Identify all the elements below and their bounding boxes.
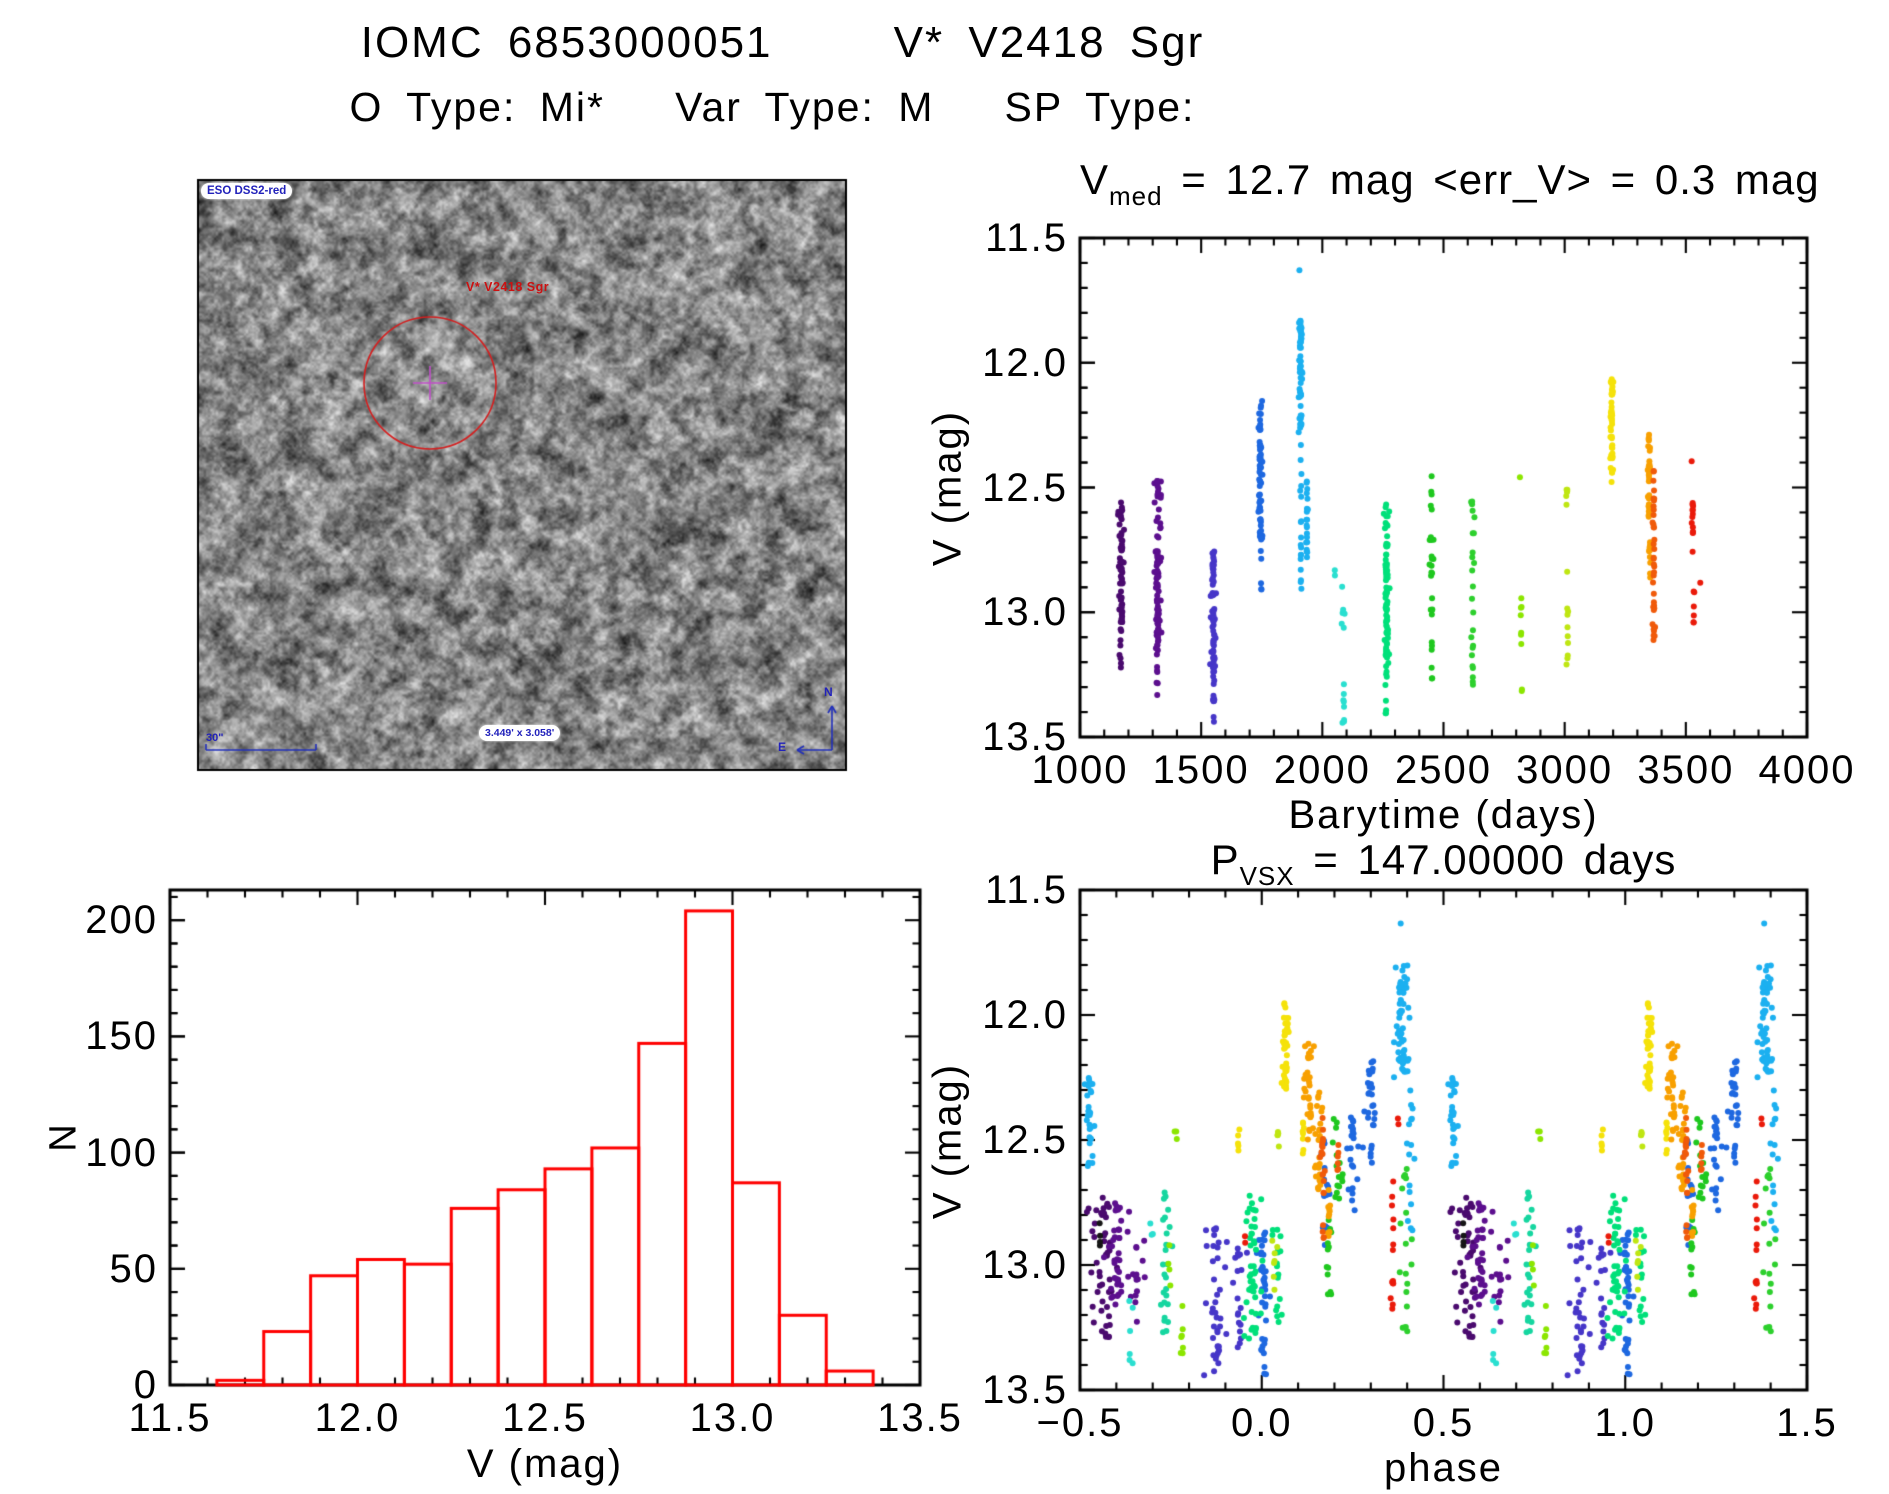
compass-north-label: N (824, 685, 833, 699)
tick-label: 13.5 (982, 715, 1068, 759)
barytime-title-main: V (1080, 156, 1110, 203)
barytime-yaxis-label: V (mag) (925, 409, 970, 567)
tick-label: 1500 (1152, 748, 1250, 792)
tick-label: 12.5 (982, 465, 1068, 510)
page-title: IOMC 6853000051 V* V2418 Sgr (360, 18, 1205, 67)
tick-label: 200 (85, 898, 158, 943)
tick-label: 0.5 (1412, 1401, 1475, 1445)
histogram-yaxis-label: N (42, 1122, 85, 1152)
tick-label: 150 (85, 1014, 158, 1059)
tick-label: 11.5 (985, 216, 1068, 260)
phase-xaxis-label: phase (1384, 1446, 1503, 1490)
tick-label: 50 (109, 1246, 158, 1291)
tick-label: 11.5 (985, 868, 1068, 912)
tick-label: 12.5 (502, 1396, 588, 1440)
tick-label: 12.0 (314, 1396, 401, 1440)
phase-title-rest: = 147.00000 days (1294, 836, 1677, 883)
tick-label: 13.0 (689, 1396, 776, 1440)
tick-label: 13.0 (982, 590, 1068, 635)
barytime-plot-title: Vmed = 12.7 mag <err_V> = 0.3 mag (1080, 156, 1819, 211)
fov-label: 3.449' x 3.058' (479, 725, 561, 741)
phase-yaxis-label: V (mag) (925, 1062, 970, 1220)
tick-label: 12.0 (982, 993, 1068, 1037)
tick-label: −0.5 (1036, 1401, 1124, 1445)
target-label: V* V2418 Sgr (466, 280, 550, 294)
tick-label: 0.0 (1230, 1401, 1293, 1445)
compass-east-label: E (778, 740, 787, 754)
barytime-xaxis-label: Barytime (days) (1288, 793, 1599, 837)
tick-label: 4000 (1758, 748, 1856, 792)
tick-label: 0 (133, 1363, 158, 1407)
phase-title-main: P (1210, 836, 1240, 883)
tick-label: 12.5 (982, 1118, 1068, 1162)
tick-label: 13.5 (982, 1368, 1068, 1412)
scalebar-label: 30" (206, 732, 224, 744)
tick-label: 2500 (1395, 748, 1492, 792)
tick-label: 3500 (1637, 748, 1735, 792)
tick-label: 11.5 (128, 1396, 212, 1440)
tick-label: 13.5 (877, 1396, 963, 1440)
tick-label: 12.0 (982, 340, 1068, 385)
barytime-title-rest: = 12.7 mag <err_V> = 0.3 mag (1162, 156, 1820, 203)
histogram-xaxis-label: V (mag) (466, 1442, 624, 1486)
sky-image-panel: ESO DSS2-red V* V2418 Sgr 30" 3.449' x 3… (198, 180, 846, 770)
phase-title-sub: VSX (1239, 861, 1295, 891)
tick-label: 100 (85, 1130, 158, 1175)
tick-label: 13.0 (982, 1243, 1068, 1287)
barytime-title-sub: med (1109, 181, 1163, 211)
tick-label: 1.0 (1594, 1401, 1657, 1445)
phase-plot-title: PVSX = 147.00000 days (1080, 836, 1807, 891)
survey-label: ESO DSS2-red (201, 183, 293, 199)
tick-label: 1.5 (1776, 1401, 1838, 1445)
tick-label: 1000 (1031, 748, 1129, 792)
page-subtitle: O Type: Mi* Var Type: M SP Type: (349, 84, 1196, 130)
tick-label: 2000 (1273, 748, 1371, 792)
tick-label: 3000 (1516, 748, 1614, 792)
